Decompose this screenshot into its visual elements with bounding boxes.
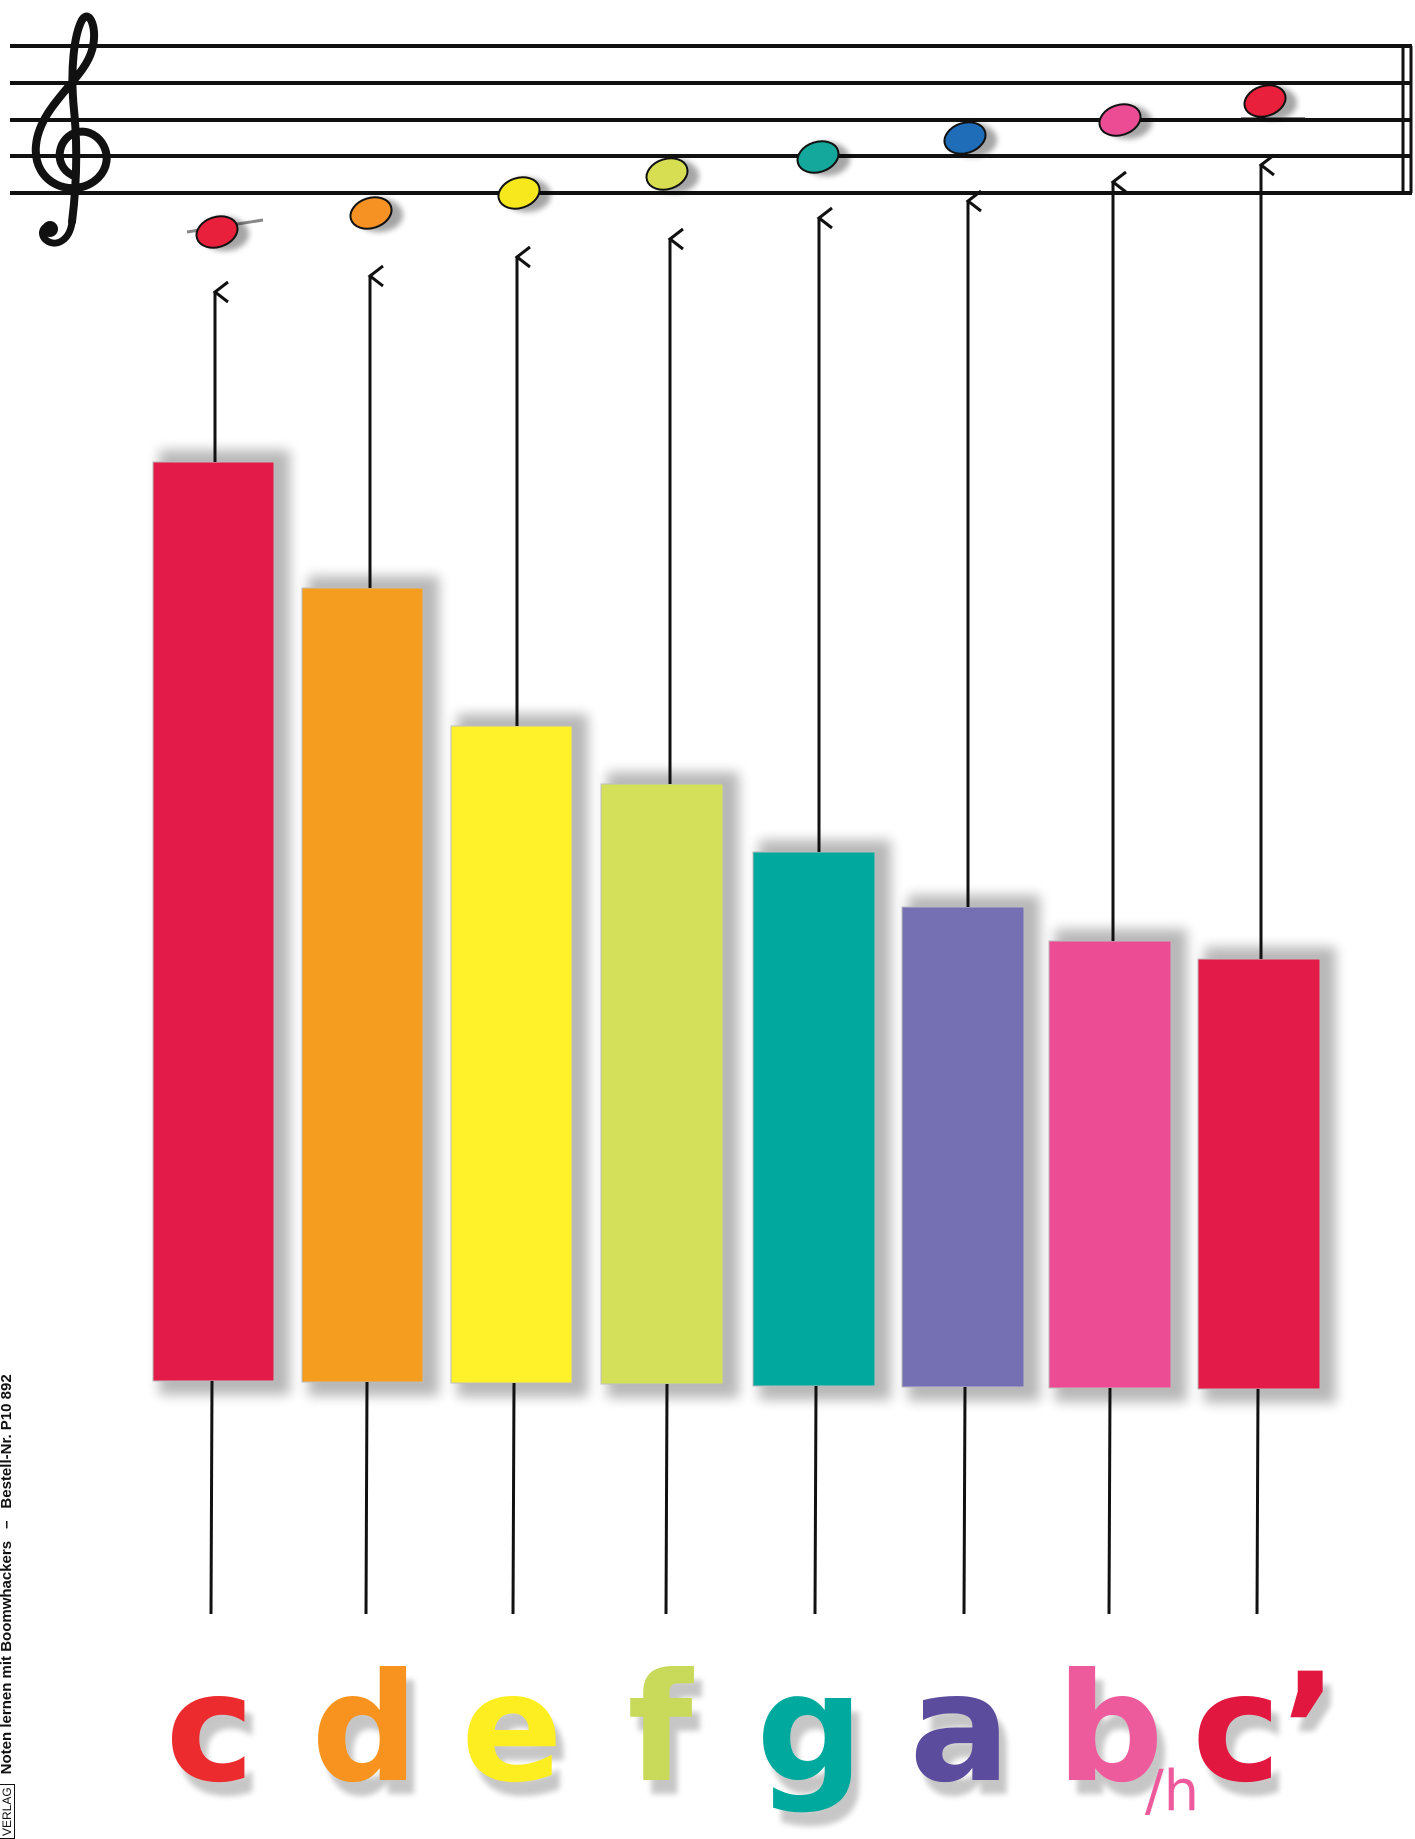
note-head-4 bbox=[645, 157, 699, 193]
note-head-3 bbox=[497, 176, 551, 212]
footer-separator: – bbox=[0, 1521, 15, 1529]
line-to-letter bbox=[813, 1385, 818, 1615]
note-letter-3: ee bbox=[461, 1642, 571, 1830]
note-letter-6: aa bbox=[909, 1642, 1018, 1830]
boomwhacker-tube-8 bbox=[1197, 958, 1321, 1390]
pointer-lines bbox=[209, 153, 1275, 1615]
letter-shadow: a bbox=[917, 1656, 1018, 1830]
line-to-letter bbox=[1255, 1388, 1260, 1615]
boomwhacker-tube-5 bbox=[752, 851, 876, 1387]
note-head-2 bbox=[349, 196, 403, 232]
line-to-letter bbox=[364, 1381, 369, 1615]
letter-shadow: e bbox=[469, 1656, 571, 1830]
letter-shadow: b bbox=[1064, 1656, 1171, 1830]
letter-shadow: f bbox=[635, 1656, 702, 1830]
boomwhacker-tube-7 bbox=[1048, 940, 1172, 1389]
boomwhacker-tube-4 bbox=[600, 783, 724, 1385]
note-head-6 bbox=[943, 121, 997, 157]
note-head-5 bbox=[796, 140, 850, 176]
line-to-letter bbox=[962, 1386, 967, 1615]
line-to-letter bbox=[1107, 1387, 1112, 1615]
boomwhacker-tube-1 bbox=[152, 461, 275, 1382]
note-letter-text: d bbox=[311, 1642, 418, 1816]
letter-shadow: d bbox=[319, 1656, 426, 1830]
boomwhacker-tube-2 bbox=[301, 587, 424, 1383]
note-letter-text: b bbox=[1056, 1642, 1163, 1816]
note-letter-text: g bbox=[756, 1642, 863, 1816]
note-letter-1: cc bbox=[166, 1642, 263, 1830]
note-letter-text: f bbox=[627, 1642, 694, 1816]
note-letter-4: ff bbox=[627, 1642, 702, 1830]
note-letter-7: bb/h bbox=[1056, 1642, 1199, 1830]
letter-shadow: c’ bbox=[1200, 1656, 1346, 1830]
letter-shadow: c bbox=[174, 1656, 263, 1830]
order-number: Bestell-Nr. P10 892 bbox=[0, 1374, 15, 1509]
book-title: Noten lernen mit Boomwhackers bbox=[0, 1540, 15, 1775]
boomwhacker-tube-6 bbox=[901, 906, 1025, 1388]
note-letter-suffix: /h bbox=[1145, 1759, 1199, 1824]
letter-shadow: g bbox=[764, 1656, 871, 1830]
note-heads bbox=[186, 84, 1305, 251]
boomwhacker-tubes bbox=[152, 461, 1321, 1390]
publisher-label: VERLAG bbox=[0, 1784, 15, 1839]
note-head-7 bbox=[1098, 103, 1152, 139]
boomwhacker-tube-3 bbox=[450, 725, 573, 1384]
note-letter-text: c’ bbox=[1192, 1642, 1338, 1816]
note-letter-text: c bbox=[166, 1642, 255, 1816]
music-staff bbox=[10, 44, 1413, 195]
footer-vertical-text: VERLAG Noten lernen mit Boomwhackers – Best… bbox=[0, 1374, 16, 1839]
note-letter-5: gg bbox=[756, 1642, 871, 1830]
line-to-letter bbox=[209, 1380, 214, 1615]
note-head-1 bbox=[186, 215, 264, 251]
note-letter-text: e bbox=[461, 1642, 563, 1816]
note-head-8 bbox=[1241, 84, 1305, 121]
line-to-letter bbox=[664, 1383, 669, 1615]
note-letters: cc dd ee ff gg aa bb/h c’c’ bbox=[166, 1642, 1346, 1830]
treble-clef-icon bbox=[31, 12, 111, 247]
note-letter-text: a bbox=[909, 1642, 1010, 1816]
note-letter-8: c’c’ bbox=[1192, 1642, 1346, 1830]
line-to-letter bbox=[511, 1382, 516, 1615]
note-letter-2: dd bbox=[311, 1642, 426, 1830]
